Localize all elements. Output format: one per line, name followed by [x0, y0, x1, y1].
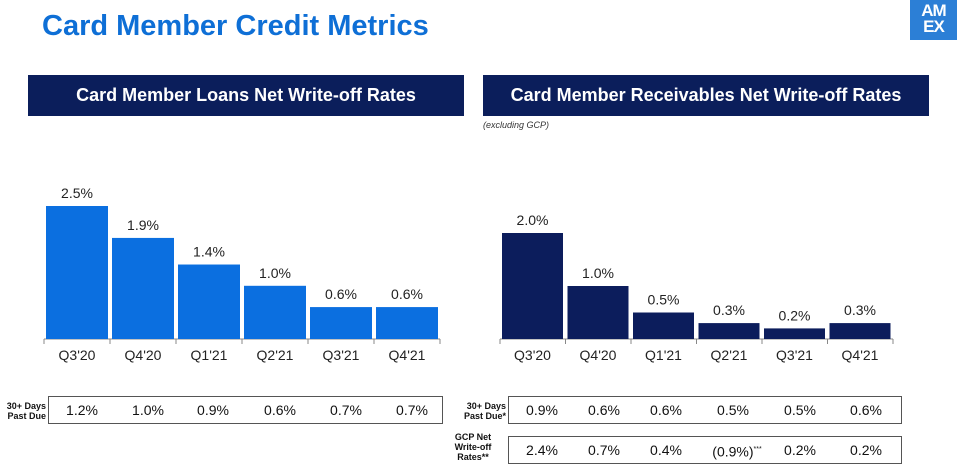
- right-value-label: 0.5%: [648, 292, 680, 308]
- right-chart-note: (excluding GCP): [483, 120, 550, 130]
- right-value-label: 1.0%: [582, 265, 614, 281]
- table-cell: 1.0%: [132, 402, 164, 418]
- left-past-due-label-line2: Past Due: [7, 411, 46, 421]
- table-cell: 0.4%: [650, 442, 682, 458]
- right-value-label: 2.0%: [517, 212, 549, 228]
- left-category-label: Q2'21: [257, 347, 294, 363]
- left-bar: [244, 285, 306, 339]
- logo-line-2: EX: [923, 17, 945, 36]
- left-category-label: Q4'20: [125, 347, 162, 363]
- right-bar: [829, 323, 891, 339]
- right-bar: [567, 286, 629, 339]
- table-cell: 0.9%: [197, 402, 229, 418]
- left-bar: [46, 206, 108, 339]
- left-value-label: 1.9%: [127, 217, 159, 233]
- table-cell: 0.2%: [850, 442, 882, 458]
- gcp-label-line3: Rates**: [457, 452, 489, 462]
- table-cell: 0.7%: [330, 402, 362, 418]
- table-cell: 0.2%: [784, 442, 816, 458]
- right-bar: [502, 233, 563, 339]
- left-past-due-label-line1: 30+ Days: [6, 401, 46, 411]
- right-category-label: Q3'21: [776, 347, 813, 363]
- table-cell: 0.6%: [264, 402, 296, 418]
- right-category-label: Q3'20: [514, 347, 551, 363]
- amex-logo: AM EX: [910, 0, 957, 40]
- right-chart-banner: Card Member Receivables Net Write-off Ra…: [483, 75, 929, 116]
- logo-line-1: AM: [921, 1, 946, 20]
- left-value-label: 1.4%: [193, 244, 225, 260]
- table-cell: 0.5%: [784, 402, 816, 418]
- right-category-label: Q4'21: [842, 347, 879, 363]
- gcp-row: 2.4% 0.7% 0.4% (0.9%)*** 0.2% 0.2%: [508, 436, 902, 464]
- left-category-label: Q4'21: [389, 347, 426, 363]
- left-category-label: Q3'20: [59, 347, 96, 363]
- right-bar: [698, 323, 760, 339]
- table-cell: (0.9%)***: [712, 443, 762, 460]
- table-cell: 0.6%: [588, 402, 620, 418]
- table-cell: 0.7%: [396, 402, 428, 418]
- gcp-label: GCP Net Write-off Rates**: [446, 432, 500, 462]
- table-cell: 0.9%: [526, 402, 558, 418]
- left-category-label: Q1'21: [191, 347, 228, 363]
- left-bar: [178, 264, 240, 339]
- right-bar: [633, 312, 694, 339]
- right-value-label: 0.3%: [844, 302, 876, 318]
- page-title: Card Member Credit Metrics: [42, 10, 429, 42]
- table-cell: 0.6%: [850, 402, 882, 418]
- table-cell: 2.4%: [526, 442, 558, 458]
- left-value-label: 0.6%: [391, 286, 423, 302]
- gcp-label-line1: GCP Net: [454, 432, 492, 442]
- right-bar: [764, 328, 825, 339]
- right-category-label: Q1'21: [645, 347, 682, 363]
- left-past-due-row: 1.2% 1.0% 0.9% 0.6% 0.7% 0.7%: [48, 396, 443, 424]
- table-cell: 0.7%: [588, 442, 620, 458]
- right-value-label: 0.2%: [779, 307, 811, 323]
- table-cell: 1.2%: [66, 402, 98, 418]
- left-category-label: Q3'21: [323, 347, 360, 363]
- right-past-due-label-line2: Past Due*: [463, 411, 506, 421]
- right-value-label: 0.3%: [713, 302, 745, 318]
- left-bar: [310, 307, 372, 339]
- right-past-due-label: 30+ Days Past Due*: [452, 401, 506, 421]
- right-past-due-label-line1: 30+ Days: [466, 401, 506, 411]
- left-value-label: 2.5%: [61, 185, 93, 201]
- right-past-due-row: 0.9% 0.6% 0.6% 0.5% 0.5% 0.6%: [508, 396, 902, 424]
- left-bar: [376, 307, 438, 339]
- left-chart-banner: Card Member Loans Net Write-off Rates: [28, 75, 464, 116]
- left-bar: [112, 237, 174, 339]
- footnote-mark: ***: [753, 446, 762, 453]
- table-cell: 0.5%: [717, 402, 749, 418]
- left-past-due-label: 30+ Days Past Due: [0, 401, 46, 421]
- gcp-label-line2: Write-off: [454, 442, 492, 452]
- left-value-label: 0.6%: [325, 286, 357, 302]
- right-category-label: Q4'20: [580, 347, 617, 363]
- right-category-label: Q2'21: [711, 347, 748, 363]
- left-value-label: 1.0%: [259, 265, 291, 281]
- table-cell: 0.6%: [650, 402, 682, 418]
